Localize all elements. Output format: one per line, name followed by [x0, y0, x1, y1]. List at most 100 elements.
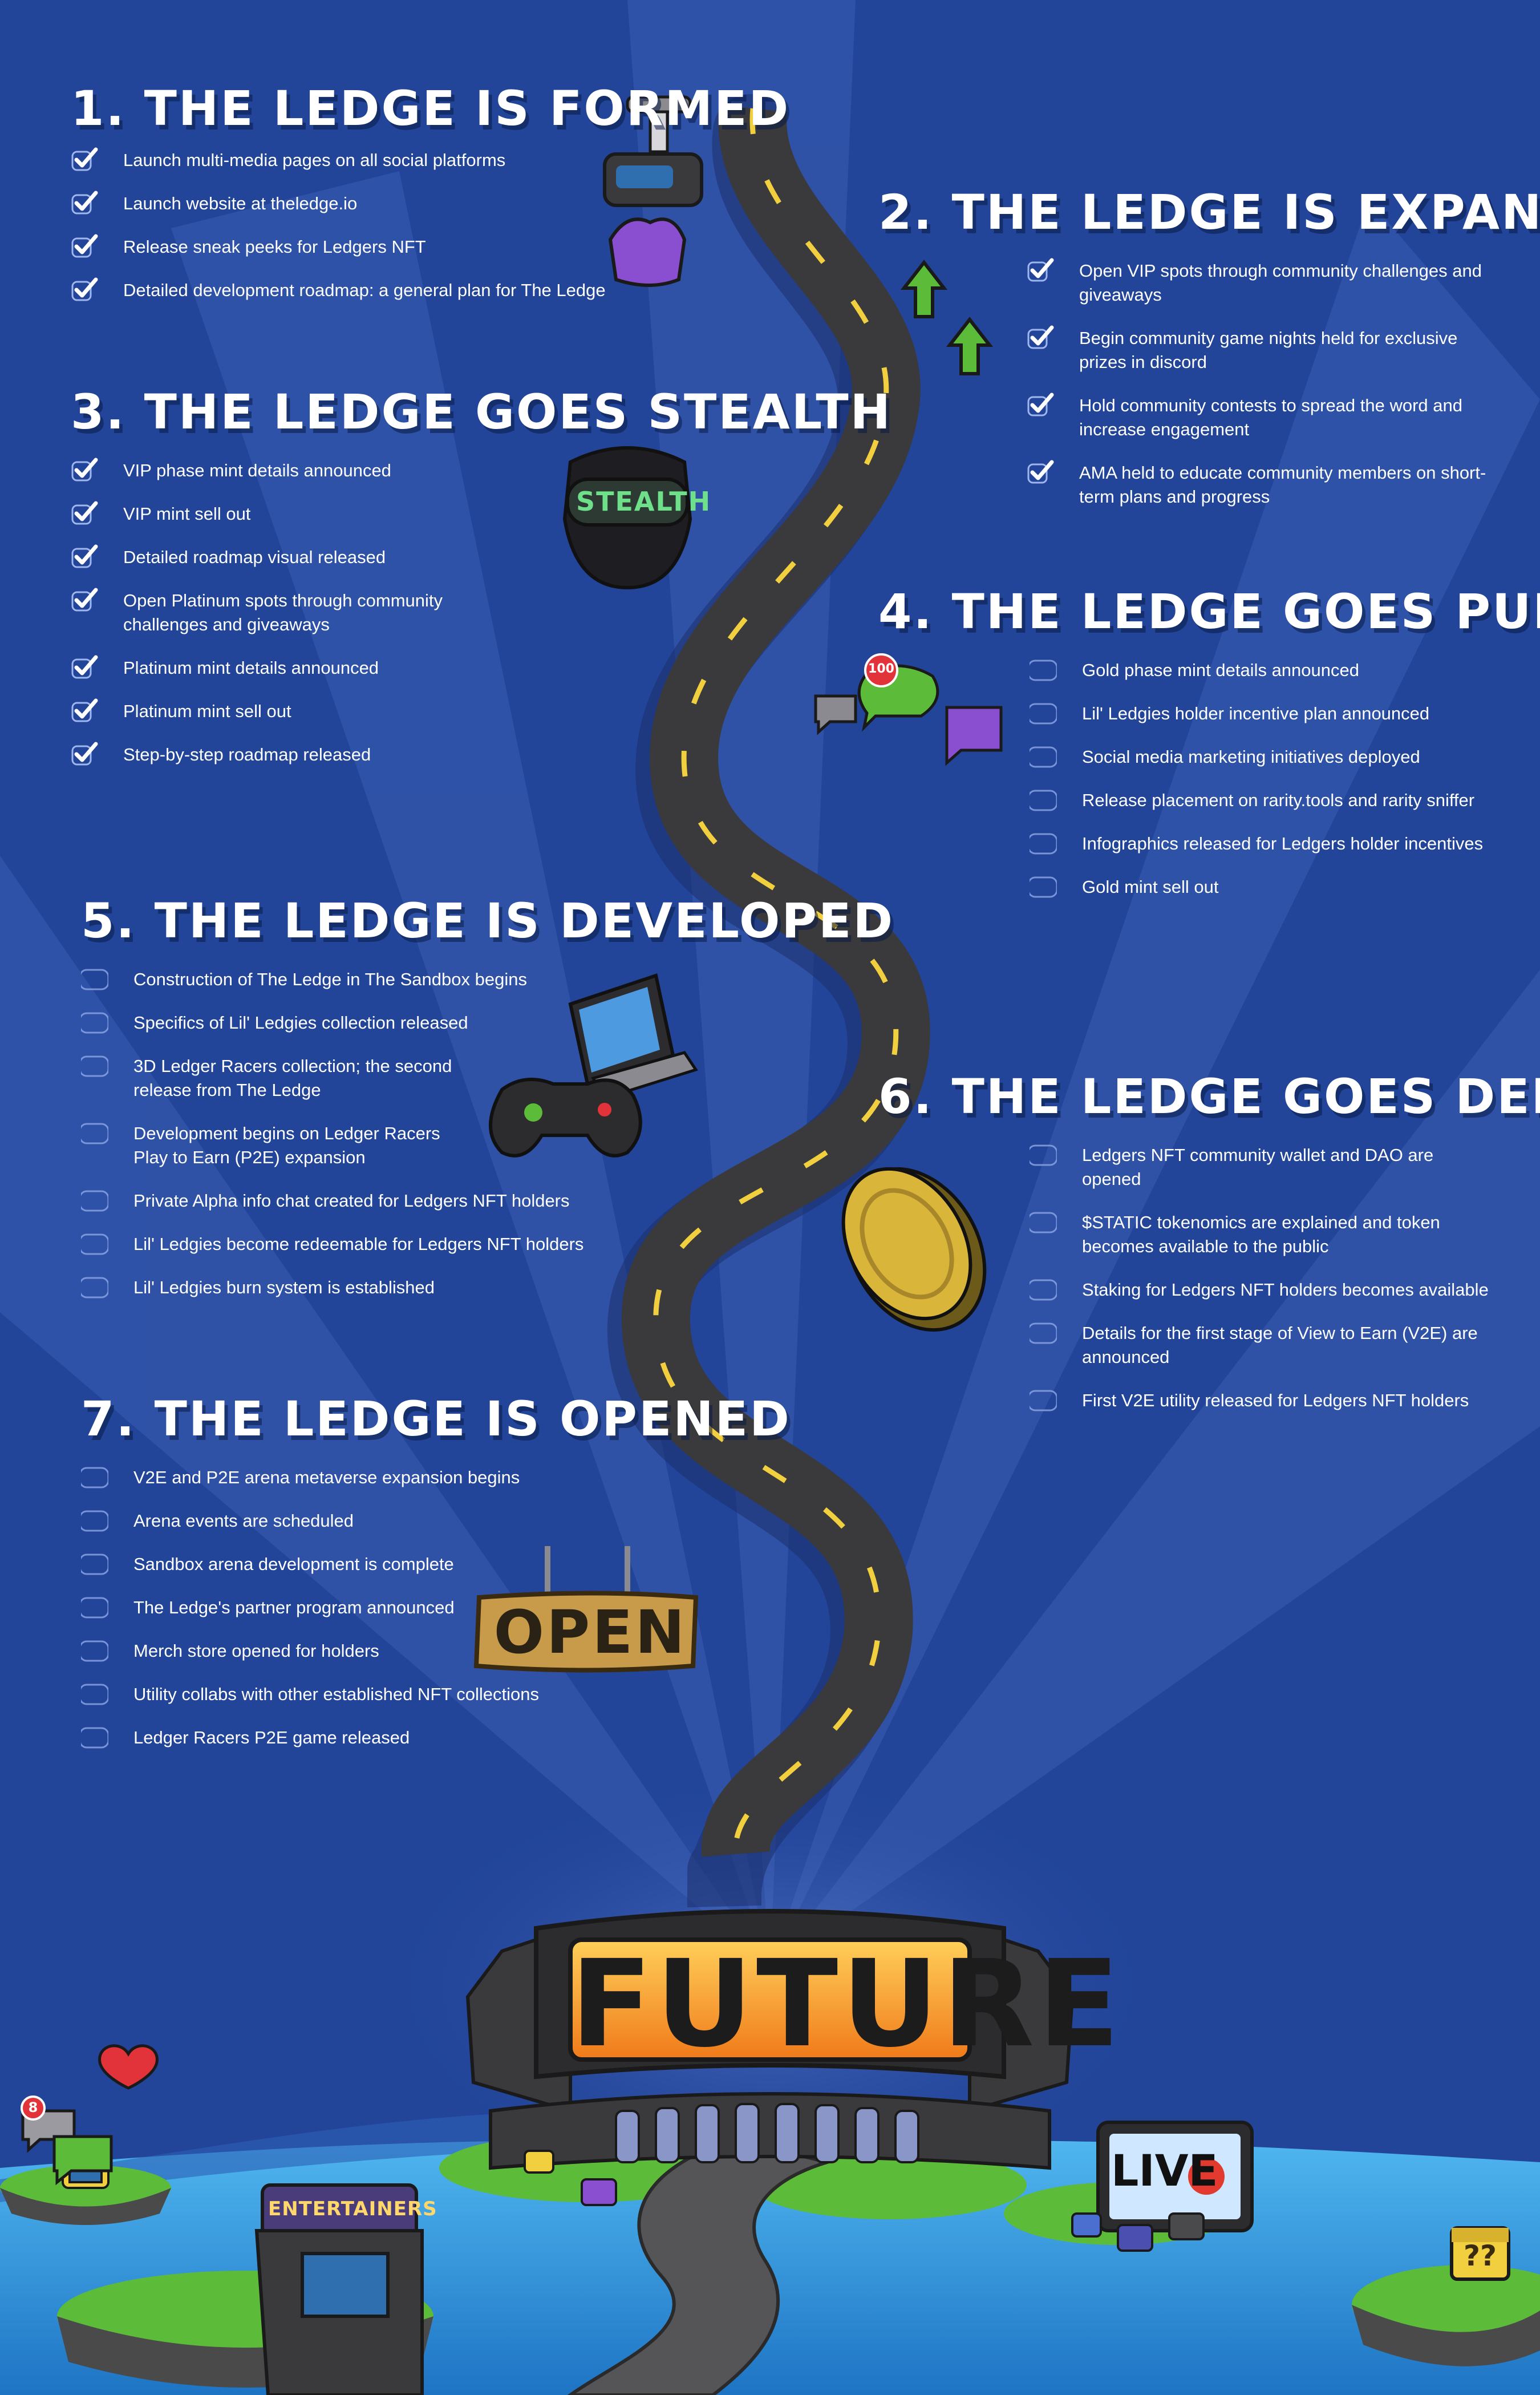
phase-6: 6. THE LEDGE GOES DEFI Ledgers NFT commu… [878, 1069, 1540, 1432]
question-block-icon: ?? [1463, 2239, 1497, 2272]
empty-checkbox-icon [81, 1681, 108, 1706]
item-text: Detailed roadmap visual released [123, 547, 386, 567]
item-text: Lil' Ledgies holder incentive plan annou… [1082, 703, 1430, 723]
question-block [1450, 2226, 1510, 2281]
item-text: Open Platinum spots through community ch… [123, 590, 443, 634]
list-item: Release sneak peeks for Ledgers NFT [71, 234, 641, 259]
list-item: Lil' Ledgies burn system is established [81, 1276, 765, 1300]
item-text: Development begins on Ledger Racers Play… [133, 1123, 440, 1167]
notification-badge: 8 [28, 2099, 38, 2115]
claw-machine-illustration [603, 95, 703, 287]
list-item: Gold phase mint details announced [1030, 658, 1529, 682]
item-text: First V2E utility released for Ledgers N… [1082, 1390, 1469, 1410]
item-text: AMA held to educate community members on… [1079, 463, 1486, 507]
open-sign-illustration [473, 1546, 699, 1673]
item-text: Step-by-step roadmap released [123, 745, 371, 764]
check-icon [71, 698, 98, 723]
phase-6-items: Ledgers NFT community wallet and DAO are… [1030, 1143, 1529, 1413]
list-item: Arena events are scheduled [81, 1509, 765, 1533]
phase-3-title: 3. THE LEDGE GOES STEALTH [71, 384, 892, 440]
item-text: Specifics of Lil' Ledgies collection rel… [133, 1013, 468, 1033]
item-text: Begin community game nights held for exc… [1079, 328, 1458, 372]
live-sign: LIVE [1111, 2145, 1218, 2196]
empty-checkbox-icon [81, 1120, 108, 1146]
list-item: Sandbox arena development is complete [81, 1552, 765, 1576]
empty-checkbox-icon [1030, 657, 1057, 682]
item-text: The Ledge's partner program announced [133, 1597, 455, 1617]
item-text: Platinum mint details announced [123, 658, 379, 678]
empty-checkbox-icon [1030, 874, 1057, 899]
check-icon [1027, 460, 1054, 485]
item-text: VIP phase mint details announced [123, 460, 391, 480]
phase-5-title: 5. THE LEDGE IS DEVELOPED [81, 893, 895, 949]
check-icon [71, 234, 98, 259]
phase-5-items: Construction of The Ledge in The Sandbox… [81, 968, 765, 1300]
check-icon [1027, 325, 1054, 350]
list-item: AMA held to educate community members on… [1027, 460, 1517, 509]
empty-checkbox-icon [81, 966, 108, 992]
list-item: The Ledge's partner program announced [81, 1596, 765, 1620]
empty-checkbox-icon [81, 1638, 108, 1663]
list-item: $STATIC tokenomics are explained and tok… [1030, 1211, 1529, 1259]
empty-checkbox-icon [81, 1231, 108, 1256]
list-item: First V2E utility released for Ledgers N… [1030, 1389, 1529, 1413]
empty-checkbox-icon [81, 1595, 108, 1620]
list-item: Ledgers NFT community wallet and DAO are… [1030, 1143, 1529, 1191]
phase-4-items: Gold phase mint details announced Lil' L… [1030, 658, 1529, 899]
item-text: Sandbox arena development is complete [133, 1554, 454, 1574]
phase-6-title: 6. THE LEDGE GOES DEFI [878, 1069, 1540, 1124]
item-text: Construction of The Ledge in The Sandbox… [133, 969, 527, 989]
list-item: Merch store opened for holders [81, 1639, 765, 1663]
phase-3: 3. THE LEDGE GOES STEALTH VIP phase mint… [71, 384, 892, 786]
arcade-machine [254, 2183, 424, 2395]
item-text: Hold community contests to spread the wo… [1079, 395, 1463, 439]
list-item: Specifics of Lil' Ledgies collection rel… [81, 1011, 765, 1035]
check-icon [71, 277, 98, 302]
item-text: Details for the first stage of View to E… [1082, 1323, 1478, 1367]
check-icon [71, 191, 98, 216]
list-item: Ledger Racers P2E game released [81, 1726, 765, 1750]
list-item: Development begins on Ledger Racers Play… [81, 1122, 765, 1170]
list-item: Utility collabs with other established N… [81, 1682, 765, 1706]
list-item: Hold community contests to spread the wo… [1027, 393, 1517, 442]
arrows-illustration [900, 260, 994, 375]
check-icon [71, 458, 98, 483]
item-text: Open VIP spots through community challen… [1079, 261, 1482, 305]
laptop-controller-illustration [489, 973, 698, 1158]
list-item: Details for the first stage of View to E… [1030, 1321, 1529, 1369]
list-item: Gold mint sell out [1030, 875, 1529, 899]
social-icons [21, 2044, 159, 2186]
item-text: Launch website at theledge.io [123, 193, 358, 213]
empty-checkbox-icon [81, 1188, 108, 1213]
list-item: Social media marketing initiatives deplo… [1030, 745, 1529, 769]
check-icon [71, 655, 98, 680]
item-text: Ledger Racers P2E game released [133, 1728, 410, 1747]
item-text: $STATIC tokenomics are explained and tok… [1082, 1212, 1440, 1256]
road-center-line [653, 108, 899, 1855]
empty-checkbox-icon [1030, 1277, 1057, 1302]
phase-2-items: Open VIP spots through community challen… [1027, 258, 1517, 509]
list-item: Construction of The Ledge in The Sandbox… [81, 968, 765, 992]
item-text: Gold mint sell out [1082, 877, 1219, 897]
list-item: Platinum mint details announced [71, 655, 755, 680]
empty-checkbox-icon [1030, 1142, 1057, 1167]
phase-4-title: 4. THE LEDGE GOES PUBLIC [878, 584, 1540, 640]
phase-2-title: 2. THE LEDGE IS EXPANDED [878, 184, 1540, 240]
list-item: V2E and P2E arena metaverse expansion be… [81, 1466, 765, 1490]
empty-checkbox-icon [81, 1725, 108, 1750]
chat-badge: 100 [868, 662, 894, 676]
empty-checkbox-icon [1030, 701, 1057, 726]
item-text: Merch store opened for holders [133, 1641, 379, 1661]
empty-checkbox-icon [1030, 1209, 1057, 1235]
list-item: Open Platinum spots through community ch… [71, 588, 755, 637]
phase-3-items: VIP phase mint details announced VIP min… [71, 458, 755, 767]
empty-checkbox-icon [81, 1053, 108, 1078]
stealth-sign: STEALTH [576, 486, 712, 517]
phase-1-title: 1. THE LEDGE IS FORMED [71, 80, 791, 136]
list-item: VIP phase mint details announced [71, 458, 755, 483]
list-item: Open VIP spots through community challen… [1027, 258, 1517, 307]
list-item: Infographics released for Ledgers holder… [1030, 832, 1529, 856]
list-item: Launch website at theledge.io [71, 191, 641, 216]
item-text: Ledgers NFT community wallet and DAO are… [1082, 1145, 1434, 1189]
